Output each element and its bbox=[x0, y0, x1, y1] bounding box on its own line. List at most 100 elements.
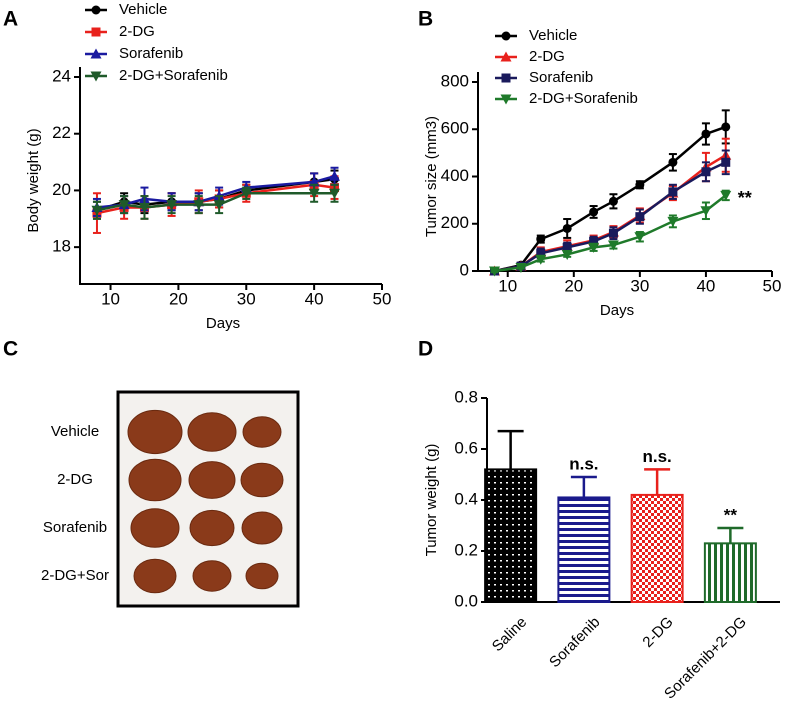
marker bbox=[668, 157, 678, 167]
y-tick-label: 22 bbox=[52, 123, 71, 142]
marker bbox=[562, 223, 572, 233]
marker bbox=[500, 94, 512, 105]
tumor bbox=[127, 409, 183, 455]
marker bbox=[90, 48, 102, 59]
series-line bbox=[494, 161, 727, 273]
error-bar bbox=[497, 429, 524, 470]
y-axis-label: Tumor size (mm3) bbox=[423, 116, 440, 237]
marker bbox=[91, 205, 103, 216]
bar-annotation: n.s. bbox=[642, 447, 671, 466]
y-tick-label: 800 bbox=[441, 71, 469, 90]
marker bbox=[608, 228, 618, 238]
panel-letter: B bbox=[418, 8, 433, 31]
legend-label: 2-DG bbox=[529, 48, 565, 65]
marker bbox=[700, 206, 712, 217]
marker bbox=[240, 188, 252, 199]
marker bbox=[635, 180, 645, 190]
bar bbox=[557, 496, 611, 604]
marker bbox=[667, 216, 679, 227]
y-tick-label: 200 bbox=[441, 213, 469, 232]
series-line bbox=[494, 194, 727, 273]
legend-label: Vehicle bbox=[529, 27, 577, 44]
legend-label: 2-DG+Sorafenib bbox=[529, 90, 638, 107]
marker bbox=[668, 187, 678, 197]
tumor bbox=[242, 416, 282, 448]
tumor bbox=[189, 509, 235, 547]
row-label: 2-DG+Sor bbox=[41, 567, 109, 584]
marker bbox=[501, 73, 511, 83]
marker bbox=[500, 51, 512, 62]
marker bbox=[535, 254, 547, 265]
marker bbox=[328, 170, 340, 181]
x-tick-label: 20 bbox=[564, 276, 583, 295]
y-axis-label: Body weight (g) bbox=[25, 128, 42, 232]
x-tick-label: 40 bbox=[696, 276, 715, 295]
y-axis-label: Tumor weight (g) bbox=[423, 444, 440, 557]
marker bbox=[701, 129, 711, 139]
error-bar bbox=[570, 475, 597, 498]
bar-annotation: ** bbox=[724, 506, 738, 525]
marker bbox=[608, 196, 618, 206]
marker bbox=[588, 242, 600, 253]
tumor bbox=[192, 560, 232, 592]
y-tick-label: 18 bbox=[52, 237, 71, 256]
bar-annotation: n.s. bbox=[569, 455, 598, 474]
x-tick-label: 40 bbox=[305, 289, 324, 308]
marker bbox=[515, 262, 527, 273]
marker bbox=[536, 248, 546, 258]
legend-label: 2-DG+Sorafenib bbox=[119, 67, 228, 84]
y-tick-label: 20 bbox=[52, 180, 71, 199]
error-bar bbox=[644, 468, 671, 495]
marker bbox=[118, 200, 130, 211]
x-tick-label: 2-DG bbox=[639, 614, 676, 651]
tumor bbox=[130, 508, 180, 548]
y-tick-label: 0.6 bbox=[454, 438, 478, 457]
marker bbox=[166, 200, 178, 211]
row-label: Sorafenib bbox=[43, 519, 107, 536]
marker bbox=[91, 27, 101, 37]
y-tick-label: 0.4 bbox=[454, 489, 478, 508]
row-label: Vehicle bbox=[51, 423, 99, 440]
marker bbox=[90, 71, 102, 82]
y-tick-label: 0.8 bbox=[454, 387, 478, 406]
marker bbox=[635, 212, 645, 222]
marker bbox=[701, 167, 711, 177]
axis-line bbox=[79, 67, 382, 285]
legend-label: Vehicle bbox=[119, 1, 167, 18]
marker bbox=[562, 242, 572, 252]
y-tick-label: 0.0 bbox=[454, 591, 478, 610]
marker bbox=[720, 190, 732, 201]
marker bbox=[607, 240, 619, 251]
marker bbox=[721, 122, 731, 132]
x-axis-label: Days bbox=[600, 302, 634, 319]
x-axis-label: Days bbox=[206, 315, 240, 332]
marker bbox=[561, 249, 573, 260]
y-tick-label: 0 bbox=[460, 260, 469, 279]
marker bbox=[193, 200, 205, 211]
error-bar bbox=[717, 526, 744, 544]
marker bbox=[589, 207, 599, 217]
tumor bbox=[133, 558, 177, 594]
x-tick-label: 30 bbox=[630, 276, 649, 295]
marker bbox=[138, 202, 150, 213]
marker bbox=[308, 188, 320, 199]
x-tick-label: 50 bbox=[373, 289, 392, 308]
bar bbox=[484, 468, 538, 603]
tumor bbox=[128, 458, 182, 502]
significance: ** bbox=[738, 188, 752, 208]
panel-letter: A bbox=[3, 8, 18, 31]
marker bbox=[91, 5, 101, 15]
bar bbox=[703, 542, 757, 603]
bar bbox=[630, 493, 684, 603]
x-tick-label: 10 bbox=[101, 289, 120, 308]
tumor bbox=[188, 461, 236, 499]
marker bbox=[536, 234, 546, 244]
legend-label: Sorafenib bbox=[119, 45, 183, 62]
y-tick-label: 24 bbox=[52, 66, 71, 85]
tumor bbox=[187, 412, 237, 452]
x-tick-label: Saline bbox=[489, 614, 531, 656]
x-tick-label: Sorafenib bbox=[546, 614, 603, 671]
marker bbox=[489, 266, 501, 277]
marker bbox=[721, 157, 731, 167]
